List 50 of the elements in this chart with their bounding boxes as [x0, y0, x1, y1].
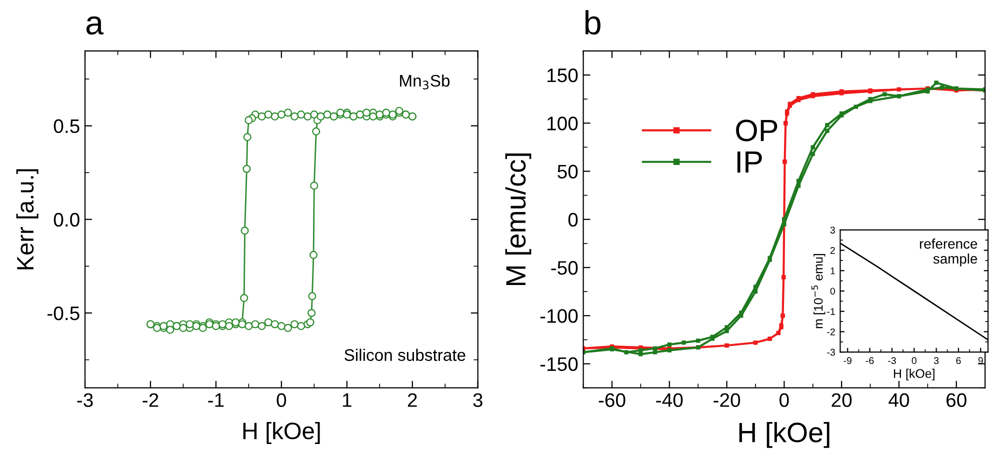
- x-axis-title: H [kOe]: [739, 422, 830, 448]
- x-tick-label: 20: [832, 393, 852, 407]
- legend-label: IP: [737, 152, 762, 173]
- x-tick-label: 0: [276, 393, 286, 407]
- y-tick-label: 0.0: [54, 212, 80, 227]
- x-tick-label: -9: [844, 357, 852, 364]
- chart-title: b: [585, 10, 600, 35]
- chart-title: a: [86, 16, 104, 35]
- x-axis-title: H [kOe]: [894, 368, 934, 380]
- x-tick-label: -1: [208, 393, 224, 407]
- y-tick-label: 150: [547, 68, 578, 82]
- x-axis-title: H [kOe]: [243, 422, 320, 444]
- y-tick-label: -2: [827, 328, 835, 336]
- legend-label: OP: [736, 120, 778, 142]
- x-tick-label: -6: [866, 357, 874, 364]
- x-tick-label: -60: [598, 393, 626, 407]
- y-tick-label: -1: [827, 308, 835, 315]
- x-tick-label: 6: [956, 357, 961, 364]
- x-tick-label: 3: [934, 357, 939, 364]
- y-tick-label: -3: [827, 348, 835, 356]
- y-tick-label: 1: [830, 267, 835, 274]
- y-tick-label: 0: [568, 212, 578, 227]
- x-tick-label: 60: [946, 393, 966, 407]
- x-tick-label: 1: [342, 393, 352, 407]
- annotation: Mn$_{3}$Sb: [400, 74, 450, 90]
- x-tick-label: -3: [888, 357, 896, 364]
- y-tick-label: -150: [540, 357, 578, 372]
- y-tick-label: 3: [830, 226, 835, 234]
- x-tick-label: -2: [142, 393, 158, 407]
- y-tick-label: 0: [830, 288, 835, 295]
- x-tick-label: 0: [780, 393, 789, 407]
- x-tick-label: -20: [714, 393, 740, 407]
- x-tick-label: 3: [473, 393, 482, 407]
- y-axis-title: m [10$^{−5}$ emu]: [811, 254, 826, 328]
- annotation: reference sample: [920, 238, 978, 266]
- x-tick-label: 0: [912, 357, 916, 364]
- y-axis-title: M [emu/cc]: [505, 153, 532, 286]
- y-tick-label: -50: [551, 261, 578, 275]
- x-tick-label: 40: [888, 393, 910, 407]
- annotation: Silicon substrate: [344, 348, 466, 361]
- y-tick-label: 50: [558, 164, 578, 179]
- y-axis-title: Kerr [a.u.]: [16, 169, 38, 270]
- y-tick-label: 0.5: [54, 119, 80, 134]
- y-tick-label: -100: [540, 309, 578, 323]
- x-tick-label: -3: [77, 393, 93, 407]
- y-tick-label: -0.5: [48, 306, 80, 320]
- x-tick-label: 2: [408, 393, 417, 407]
- y-tick-label: 100: [547, 116, 578, 130]
- y-tick-label: 2: [830, 247, 835, 254]
- x-tick-label: -40: [656, 393, 683, 407]
